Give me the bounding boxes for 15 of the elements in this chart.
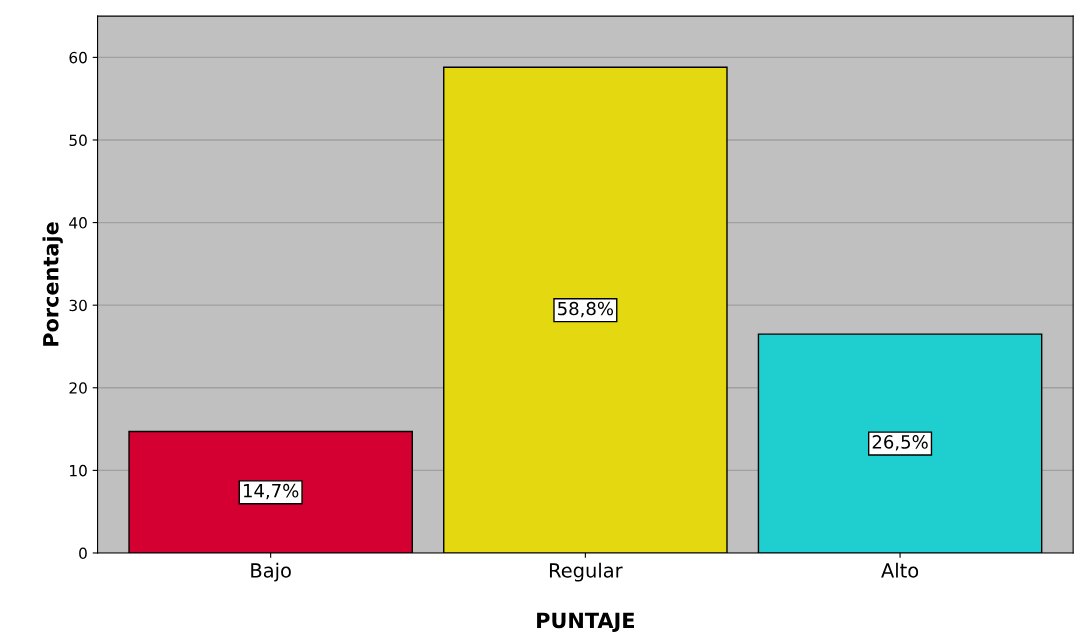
y-axis-title: Porcentaje [42, 222, 63, 346]
y-tick-label: 10 [70, 464, 87, 477]
y-tick-label: 50 [69, 134, 87, 146]
data-label: 26,5% [872, 435, 928, 451]
x-tick-label: Alto [881, 562, 919, 578]
data-label: 58,8% [558, 301, 614, 318]
y-tick-label: 60 [69, 51, 87, 64]
x-tick-label: Regular [549, 562, 623, 582]
x-axis-title: PUNTAJE [537, 612, 634, 633]
y-tick-label: 0 [79, 547, 87, 559]
y-tick-label: 40 [69, 217, 87, 229]
y-tick-label: 20 [69, 382, 87, 394]
x-tick-label: Bajo [251, 562, 291, 582]
data-label: 14,7% [243, 483, 299, 500]
y-tick-label: 30 [69, 299, 87, 312]
